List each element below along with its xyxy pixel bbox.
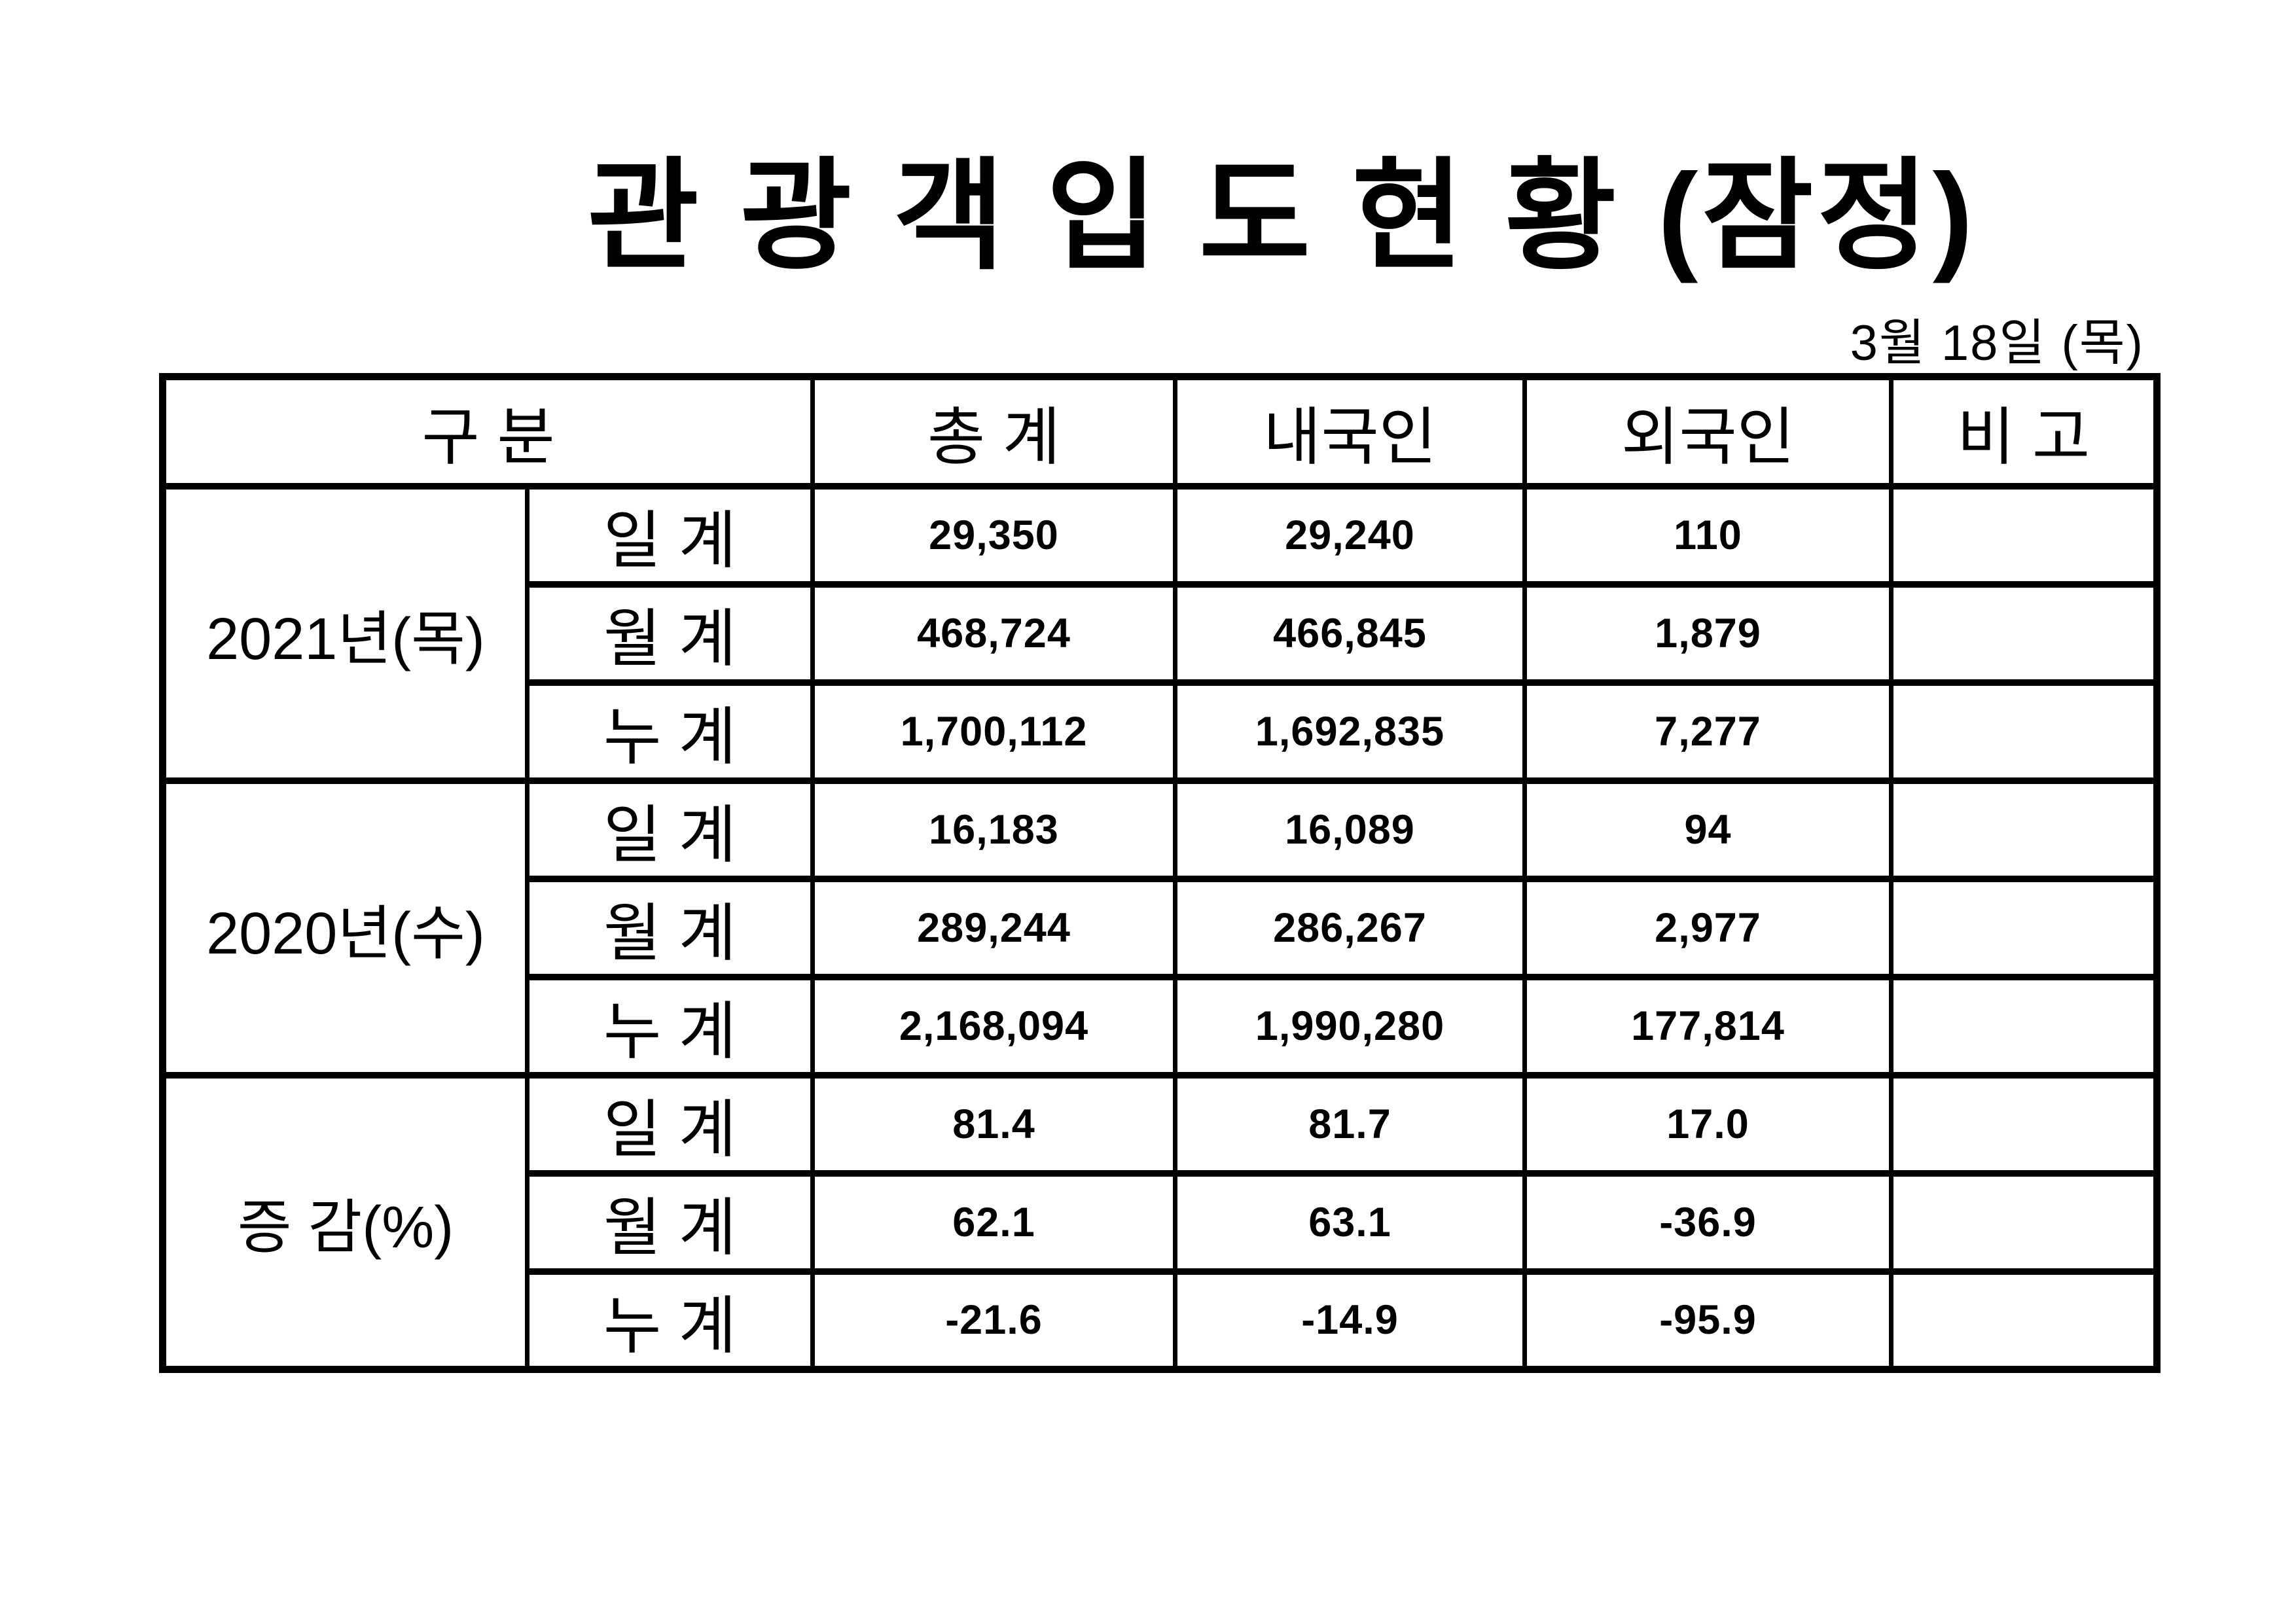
cell-note <box>1889 580 2159 686</box>
row-group-label-change: 증 감(%) <box>160 1071 529 1373</box>
cell-note <box>1889 1169 2159 1275</box>
cell-foreign: 177,814 <box>1522 973 1893 1079</box>
cell-domestic: 286,267 <box>1173 875 1527 980</box>
header-total: 총 계 <box>810 373 1177 490</box>
cell-domestic: 81.7 <box>1173 1071 1527 1177</box>
cell-foreign: 7,277 <box>1522 679 1893 784</box>
header-foreign: 외국인 <box>1522 373 1893 490</box>
cell-domestic: 16,089 <box>1173 777 1527 882</box>
cell-foreign: 94 <box>1522 777 1893 882</box>
cell-total: -21.6 <box>810 1268 1177 1373</box>
cell-domestic: 1,990,280 <box>1173 973 1527 1079</box>
table-row: 월 계 289,244 286,267 2,977 <box>163 875 2159 980</box>
cell-foreign: 17.0 <box>1522 1071 1893 1177</box>
table-row: 누 계 -21.6 -14.9 -95.9 <box>163 1268 2159 1373</box>
cell-total: 16,183 <box>810 777 1177 882</box>
cell-total: 468,724 <box>810 580 1177 686</box>
row-group-label-2020: 2020년(수) <box>160 777 529 1079</box>
page-title: 관 광 객 입 도 현 황 (잠정) <box>587 149 1977 284</box>
cell-note <box>1889 973 2159 1079</box>
cell-domestic: 1,692,835 <box>1173 679 1527 784</box>
row-group-label-2021: 2021년(목) <box>160 482 529 784</box>
cell-foreign: -95.9 <box>1522 1268 1893 1373</box>
table-row: 월 계 468,724 466,845 1,879 <box>163 580 2159 686</box>
table-header-row: 구 분 총 계 내국인 외국인 비 고 <box>160 373 2159 490</box>
table-row: 2021년(목) 일 계 29,350 29,240 110 <box>160 482 2159 784</box>
cell-total: 2,168,094 <box>810 973 1177 1079</box>
table-row: 월 계 62.1 63.1 -36.9 <box>163 1169 2159 1275</box>
tourist-arrivals-table: 구 분 총 계 내국인 외국인 비 고 2021년(목) 일 계 29,350 … <box>159 373 2161 1373</box>
cell-domestic: 63.1 <box>1173 1169 1527 1275</box>
table-row: 증 감(%) 일 계 81.4 81.7 17.0 <box>160 1071 2159 1373</box>
cell-note <box>1889 777 2159 882</box>
cell-total: 1,700,112 <box>810 679 1177 784</box>
table-row: 2020년(수) 일 계 16,183 16,089 94 <box>160 777 2159 1079</box>
table-row: 누 계 2,168,094 1,990,280 177,814 <box>163 973 2159 1079</box>
row-label-cumulative: 누 계 <box>525 1268 815 1373</box>
row-label-monthly: 월 계 <box>525 1169 815 1275</box>
row-label-cumulative: 누 계 <box>525 679 815 784</box>
row-label-daily: 일 계 <box>525 482 815 588</box>
cell-total: 289,244 <box>810 875 1177 980</box>
row-label-cumulative: 누 계 <box>525 973 815 1079</box>
row-label-monthly: 월 계 <box>525 580 815 686</box>
cell-foreign: 1,879 <box>1522 580 1893 686</box>
cell-note <box>1889 875 2159 980</box>
cell-note <box>1889 1268 2159 1373</box>
header-category: 구 분 <box>160 373 815 490</box>
cell-note <box>1889 482 2159 588</box>
cell-domestic: 466,845 <box>1173 580 1527 686</box>
header-domestic: 내국인 <box>1173 373 1527 490</box>
table-row: 누 계 1,700,112 1,692,835 7,277 <box>163 679 2159 784</box>
report-date: 3월 18일 (목) <box>1850 315 2144 371</box>
cell-note <box>1889 1071 2159 1177</box>
cell-foreign: -36.9 <box>1522 1169 1893 1275</box>
cell-note <box>1889 679 2159 784</box>
row-label-monthly: 월 계 <box>525 875 815 980</box>
row-label-daily: 일 계 <box>525 1071 815 1177</box>
cell-domestic: 29,240 <box>1173 482 1527 588</box>
cell-domestic: -14.9 <box>1173 1268 1527 1373</box>
cell-foreign: 110 <box>1522 482 1893 588</box>
row-label-daily: 일 계 <box>525 777 815 882</box>
header-note: 비 고 <box>1889 373 2159 490</box>
cell-total: 81.4 <box>810 1071 1177 1177</box>
cell-total: 29,350 <box>810 482 1177 588</box>
cell-foreign: 2,977 <box>1522 875 1893 980</box>
cell-total: 62.1 <box>810 1169 1177 1275</box>
